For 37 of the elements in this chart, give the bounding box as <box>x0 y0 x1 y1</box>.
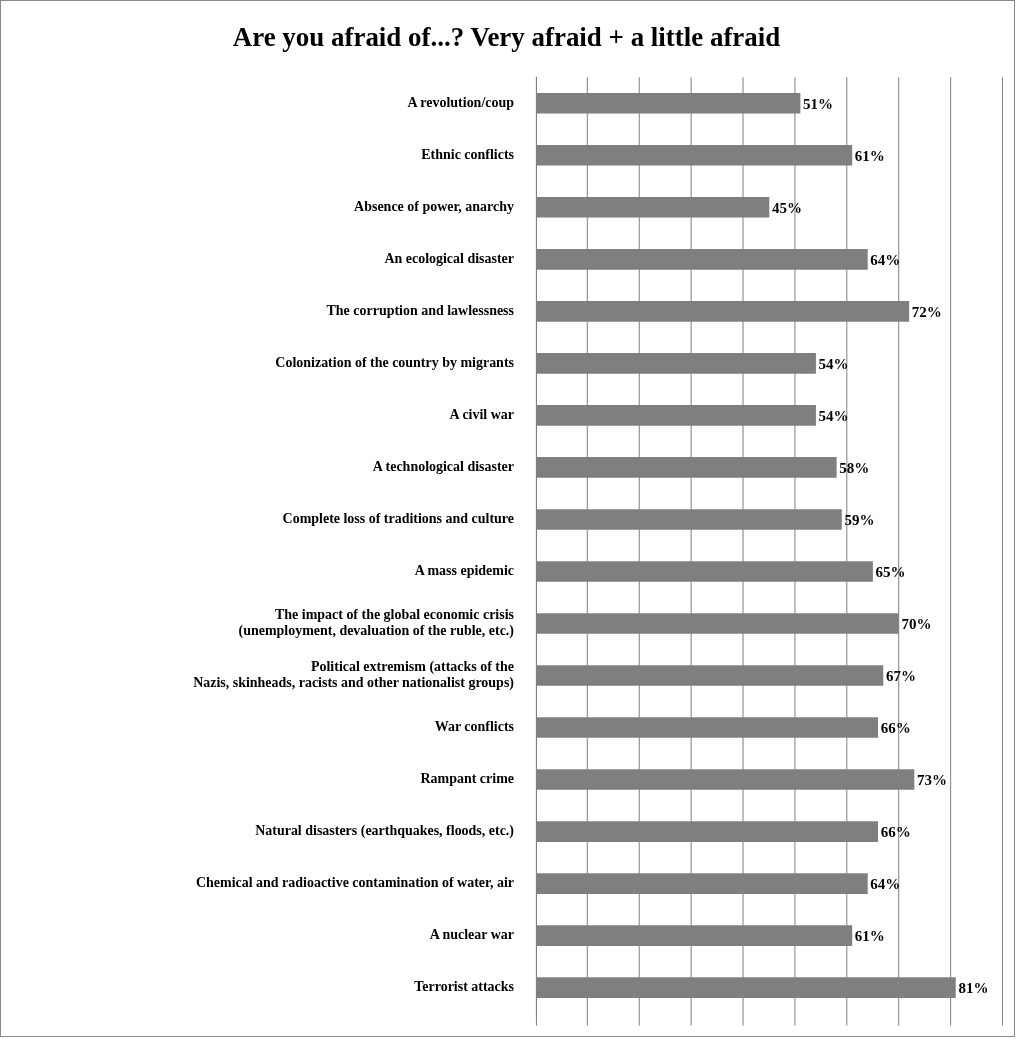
data-label: 51% <box>803 96 833 113</box>
y-tick-label: Terrorist attacks <box>414 979 515 995</box>
data-label: 54% <box>818 408 849 425</box>
y-tick-label: A mass epidemic <box>414 563 514 579</box>
y-tick-label: A technological disaster <box>372 459 514 475</box>
data-label: 64% <box>870 252 901 269</box>
y-tick-label: Rampant crime <box>420 771 514 787</box>
y-tick-label: Colonization of the country by migrants <box>275 354 515 370</box>
y-tick-label: The corruption and lawlessness <box>326 302 515 318</box>
data-label: 59% <box>844 512 875 529</box>
data-label: 66% <box>880 720 911 737</box>
y-tick-label: Absence of power, anarchy <box>354 198 514 214</box>
y-tick-label: War conflicts <box>434 719 515 735</box>
data-label: 66% <box>880 824 911 841</box>
data-label: 73% <box>916 772 947 789</box>
y-tick-label: Natural disasters (earthquakes, floods, etc.) <box>255 823 515 840</box>
y-tick-label: Complete loss of traditions and culture <box>282 511 514 527</box>
y-tick-label: The impact of the global economic crisis (unemployment, devaluation of the ruble, etc.) <box>238 606 515 640</box>
data-label: 61% <box>854 148 885 165</box>
data-label: 61% <box>854 928 885 945</box>
y-tick-label: Ethnic conflicts <box>421 146 515 162</box>
y-tick-label: Political extremism (attacks of the Nazis, skinheads, racists and other nationalist groups) <box>193 658 515 692</box>
y-tick-label: A civil war <box>449 407 514 422</box>
data-label: 58% <box>839 460 870 477</box>
y-tick-label: A revolution/coup <box>407 94 515 110</box>
y-tick-label: A nuclear war <box>429 927 514 943</box>
data-label: 67% <box>885 668 916 685</box>
data-label: 45% <box>771 200 802 217</box>
data-label: 81% <box>958 980 989 997</box>
data-label: 64% <box>870 876 901 893</box>
data-label: 70% <box>901 616 932 633</box>
data-label: 65% <box>875 564 906 581</box>
y-tick-label: An ecological disaster <box>384 250 514 266</box>
data-label: 72% <box>911 304 942 321</box>
chart-title: Are you afraid of...? Very afraid + a little afraid <box>232 22 781 53</box>
y-tick-label: Chemical and radioactive contamination of water, air <box>195 875 514 891</box>
data-label: 54% <box>818 356 849 373</box>
